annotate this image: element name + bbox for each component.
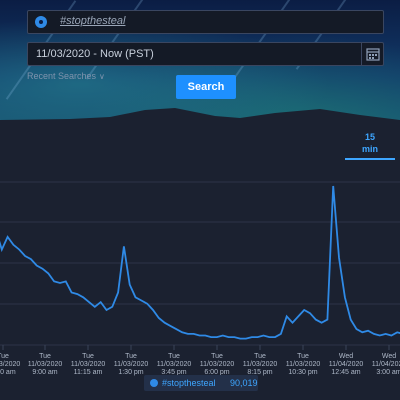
x-tick-label: Tue 11/03/2020 8:15 pm — [243, 353, 278, 376]
active-tab-indicator — [345, 158, 395, 160]
date-range-value: 11/03/2020 - Now (PST) — [36, 48, 154, 60]
hashtag-icon — [150, 379, 158, 387]
x-tick-label: Tue 11/03/2020 6:00 pm — [200, 353, 235, 376]
hashtag-icon — [35, 16, 47, 28]
x-tick-label: Tue 11/03/2020 3:45 pm — [157, 353, 192, 376]
x-tick-label: Tue 11/03/2020 11:15 am — [71, 353, 106, 376]
interval-value: 15 — [364, 132, 375, 142]
interval-unit: min — [361, 144, 378, 154]
search-input[interactable]: #stopthesteal — [27, 10, 384, 34]
calendar-icon[interactable] — [361, 43, 383, 65]
legend-series-count: 90,019 — [230, 378, 258, 388]
x-tick-label: Tue 11/03/2020 1:30 pm — [114, 353, 149, 376]
x-tick-label: Tue 11/03/2020 10:30 pm — [286, 353, 321, 376]
mountain-silhouette — [0, 108, 400, 140]
x-tick-label: Wed 11/04/2020 12:45 am — [329, 353, 364, 376]
recent-searches-toggle[interactable]: Recent Searches ∨ — [27, 71, 105, 81]
x-tick-label: Tue 11/03/2020 9:00 am — [28, 353, 63, 376]
tab-interval-15-min[interactable]: 15 min — [340, 131, 400, 161]
recent-searches-label: Recent Searches — [27, 71, 97, 81]
legend-series-name: #stopthesteal — [162, 378, 216, 388]
date-range-field[interactable]: 11/03/2020 - Now (PST) — [27, 42, 384, 66]
series-line — [0, 185, 400, 340]
search-button[interactable]: Search — [176, 75, 236, 99]
chevron-down-icon: ∨ — [99, 72, 105, 81]
legend-item[interactable]: #stopthesteal 90,019 — [144, 375, 258, 391]
search-input-value: #stopthesteal — [60, 15, 126, 27]
